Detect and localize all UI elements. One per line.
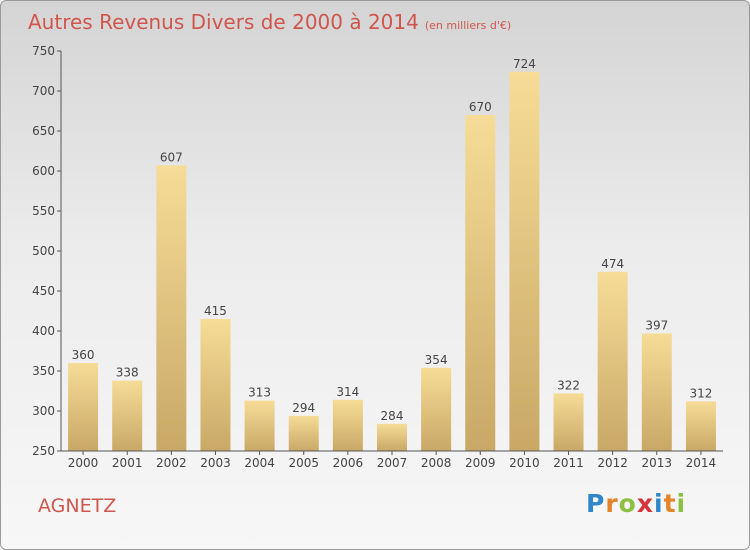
x-tick-label: 2000 [68,456,99,470]
x-tick-label: 2013 [642,456,673,470]
bar-value-label: 397 [645,318,668,332]
bar [68,363,99,451]
bar [421,367,452,451]
bar [509,71,540,452]
x-tick-label: 2002 [156,456,187,470]
bar [112,380,143,451]
bar-value-label: 313 [248,386,271,400]
y-tick-label: 350 [32,364,55,378]
bar-value-label: 670 [469,100,492,114]
x-tick-label: 2008 [421,456,452,470]
bar-value-label: 312 [689,386,712,400]
bar [465,115,496,451]
x-tick-label: 2007 [377,456,408,470]
y-tick-label: 550 [32,204,55,218]
x-tick-label: 2003 [200,456,231,470]
bar [244,400,275,451]
bar-value-label: 322 [557,378,580,392]
x-tick-label: 2005 [288,456,319,470]
bar [553,393,584,451]
y-tick-label: 750 [32,44,55,58]
bar-value-label: 360 [72,348,95,362]
y-axis: 250 300 350 400 450 500 550 600 650 700 750 [32,44,62,458]
y-tick-label: 600 [32,164,55,178]
y-tick-label: 700 [32,84,55,98]
bar [597,271,628,451]
x-tick-label: 2012 [597,456,628,470]
chart-title: Autres Revenus Divers de 2000 à 2014 (en … [28,10,511,34]
bar [156,165,187,451]
x-tick-label: 2014 [686,456,717,470]
x-tick-label: 2011 [553,456,584,470]
x-tick-label: 2006 [333,456,364,470]
bar [685,401,716,451]
bar-value-label: 474 [601,257,624,271]
x-tick-label: 2009 [465,456,496,470]
bar [332,399,363,451]
chart-subtitle: (en milliers d'€) [424,19,512,32]
bar-value-label: 354 [425,353,448,367]
town-name: AGNETZ [38,495,117,517]
x-tick-label: 2004 [244,456,275,470]
y-tick-label: 500 [32,244,55,258]
x-axis: 2000 2001 2002 2003 2004 2005 2006 2007 2008 2009… [61,450,723,470]
bar [288,415,319,451]
bar-value-label: 314 [336,385,359,399]
y-tick-label: 400 [32,324,55,338]
bar-value-label: 415 [204,304,227,318]
y-tick-label: 300 [32,404,55,418]
bar-value-label: 338 [116,366,139,380]
bar [200,319,231,451]
y-tick-label: 450 [32,284,55,298]
bar [641,333,672,451]
bars: 360 338 607 415 313 294 314 284 354 670 724 322 474 3… [68,57,716,452]
bar-value-label: 724 [513,57,536,71]
chart-title-text: Autres Revenus Divers de 2000 à 2014 [28,10,419,34]
x-tick-label: 2001 [112,456,143,470]
bar-value-label: 607 [160,150,183,164]
bar-value-label: 294 [292,401,315,415]
proxiti-logo[interactable]: Proxiti [586,489,687,518]
x-tick-label: 2010 [509,456,540,470]
y-tick-label: 650 [32,124,55,138]
y-tick-label: 250 [32,444,55,458]
bar-value-label: 284 [381,409,404,423]
bar [377,423,407,451]
